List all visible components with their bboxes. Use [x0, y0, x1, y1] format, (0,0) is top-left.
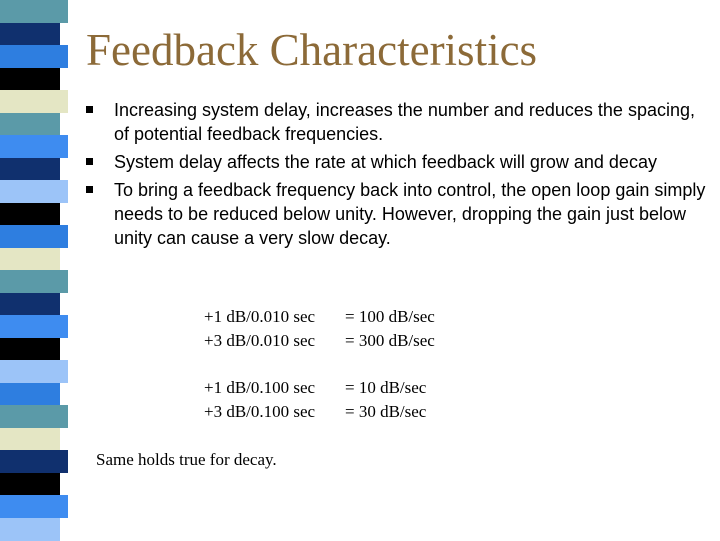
- bullet-item: To bring a feedback frequency back into …: [86, 178, 706, 250]
- equation-rhs: = 100 dB/sec: [345, 307, 435, 326]
- stripe-segment: [0, 180, 68, 203]
- stripe-segment: [0, 22, 60, 46]
- square-bullet-icon: [86, 186, 93, 193]
- equation-rhs: = 30 dB/sec: [345, 402, 427, 421]
- equation-lhs: +3 dB/0.010 sec: [204, 331, 316, 350]
- stripe-segment: [0, 495, 68, 518]
- stripe-segment: [0, 45, 68, 68]
- stripe-segment: [0, 202, 60, 226]
- bullet-text: To bring a feedback frequency back into …: [114, 180, 706, 248]
- stripe-segment: [0, 315, 68, 338]
- equation-lhs: +1 dB/0.010 sec: [204, 307, 316, 326]
- equation-lhs: +3 dB/0.100 sec: [204, 402, 316, 421]
- square-bullet-icon: [86, 106, 93, 113]
- equation-line: +3 dB/0.010 sec = 300 dB/sec: [204, 329, 435, 353]
- bullet-text: System delay affects the rate at which f…: [114, 152, 657, 172]
- slide-title: Feedback Characteristics: [86, 25, 538, 75]
- stripe-segment: [0, 292, 60, 316]
- bullet-item: System delay affects the rate at which f…: [86, 150, 706, 174]
- bullet-text: Increasing system delay, increases the n…: [114, 100, 695, 144]
- stripe-segment: [0, 337, 60, 361]
- stripe-segment: [0, 517, 60, 541]
- stripe-segment: [0, 135, 68, 158]
- stripe-segment: [0, 472, 60, 496]
- equation-rhs: = 300 dB/sec: [345, 331, 435, 350]
- bullet-item: Increasing system delay, increases the n…: [86, 98, 706, 146]
- stripe-segment: [0, 112, 60, 136]
- stripe-segment: [0, 0, 68, 23]
- stripe-segment: [0, 157, 60, 181]
- closing-note: Same holds true for decay.: [96, 450, 277, 469]
- stripe-segment: [0, 225, 68, 248]
- equation-rhs: = 10 dB/sec: [345, 378, 427, 397]
- stripe-segment: [0, 67, 60, 91]
- stripe-segment: [0, 382, 60, 406]
- equation-line: +1 dB/0.100 sec = 10 dB/sec: [204, 376, 426, 400]
- equation-lhs: +1 dB/0.100 sec: [204, 378, 316, 397]
- square-bullet-icon: [86, 158, 93, 165]
- stripe-segment: [0, 427, 60, 451]
- stripe-segment: [0, 405, 68, 428]
- decorative-stripe: [0, 0, 68, 541]
- stripe-segment: [0, 247, 60, 271]
- bullet-list: Increasing system delay, increases the n…: [86, 98, 706, 254]
- stripe-segment: [0, 360, 68, 383]
- equation-line: +1 dB/0.010 sec = 100 dB/sec: [204, 305, 435, 329]
- stripe-segment: [0, 270, 68, 293]
- equation-line: +3 dB/0.100 sec = 30 dB/sec: [204, 400, 426, 424]
- stripe-segment: [0, 450, 68, 473]
- stripe-segment: [0, 90, 68, 113]
